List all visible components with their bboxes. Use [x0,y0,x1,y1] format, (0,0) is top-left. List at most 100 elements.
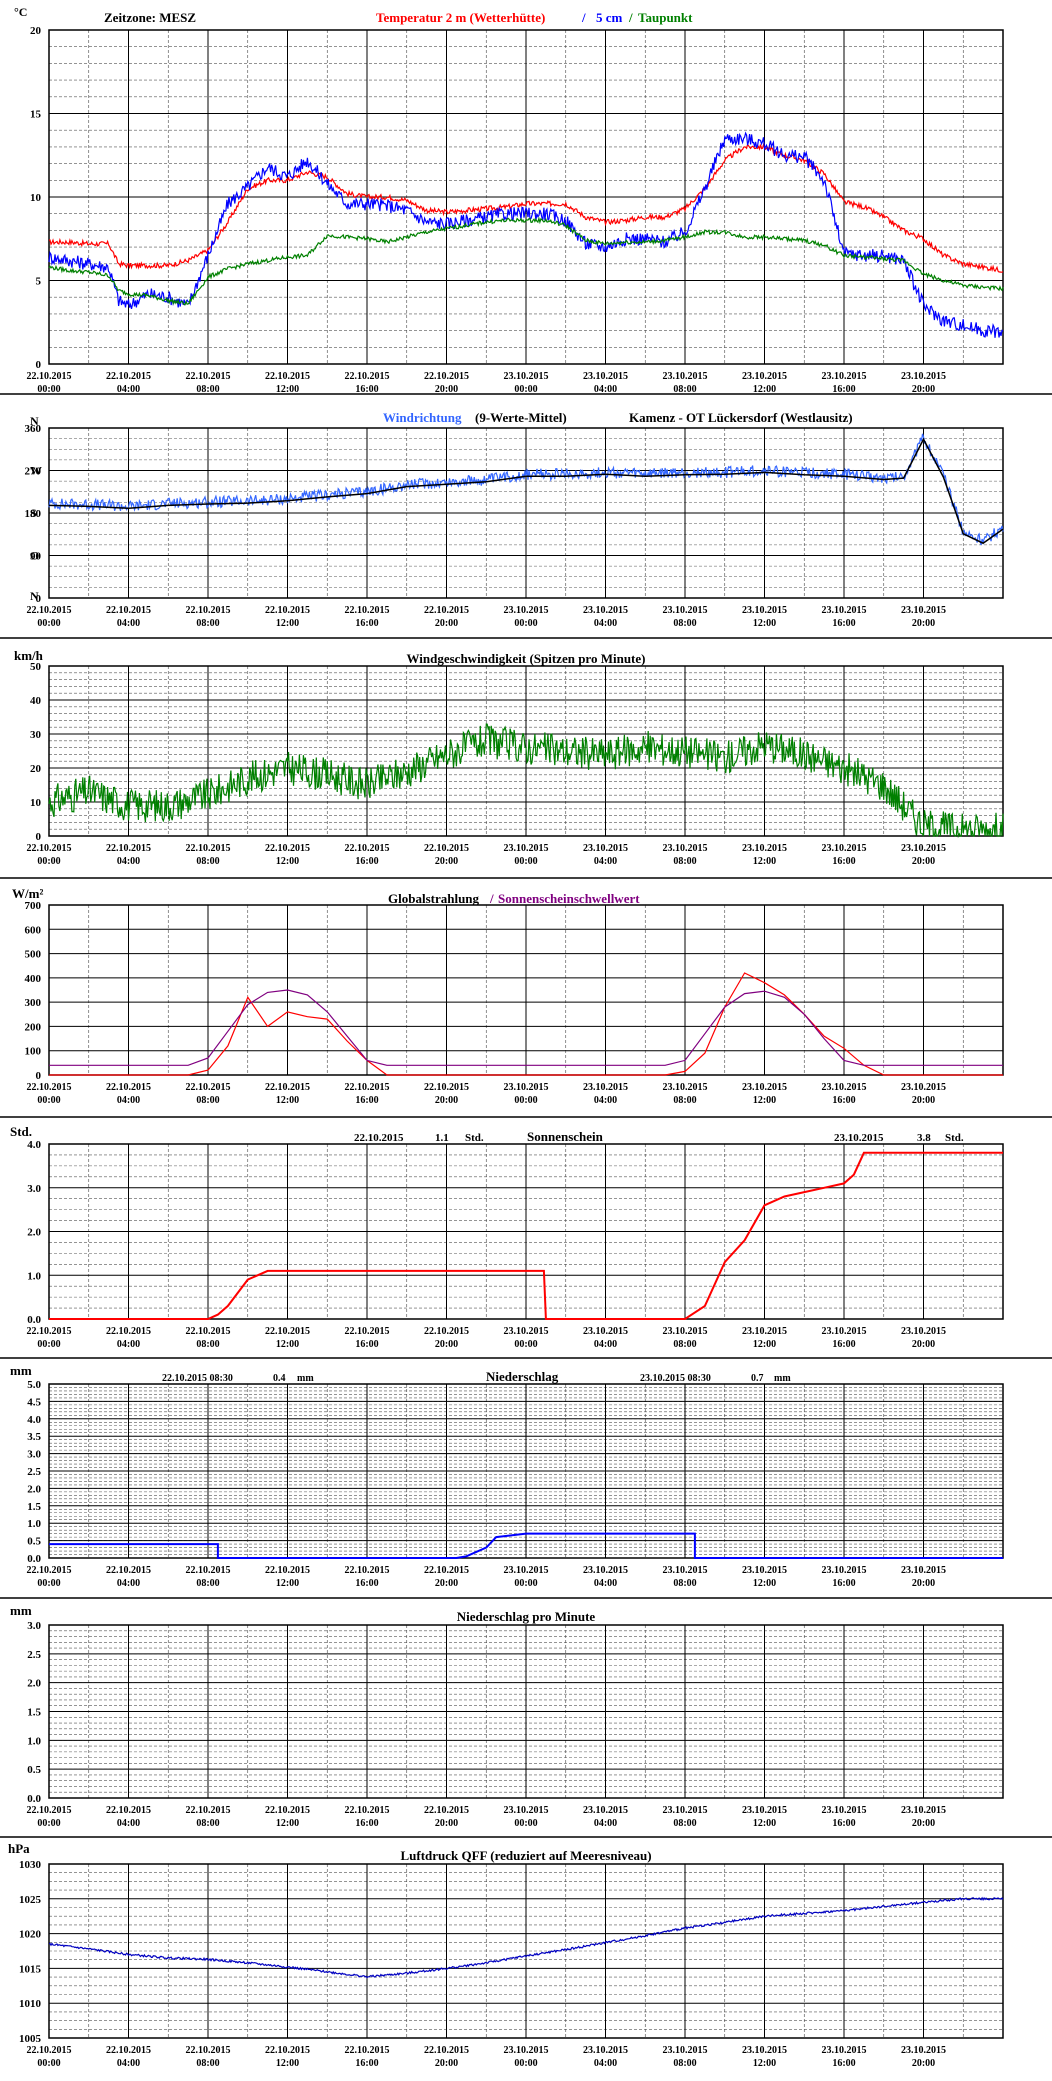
y-tick-label: 4.5 [27,1396,41,1408]
x-tick-date: 22.10.2015 [345,605,390,616]
y-tick-label: 600 [25,924,42,936]
radiation-panel: W/m² Globalstrahlung / Sonnenscheinschwe… [12,886,640,906]
x-tick-date: 22.10.2015 [27,371,72,382]
x-tick-date: 22.10.2015 [106,1565,151,1576]
x-tick-time: 16:00 [355,1818,378,1829]
precip_minute-plot: 0.0 0.5 1.0 1.5 2.0 2.5 3.0 22.10.2015 00:00 22.1… [27,1620,1004,1829]
x-tick-date: 23.10.2015 [663,2045,708,2056]
y-tick-label: 2.5 [27,1466,41,1478]
x-tick-time: 04:00 [117,1095,140,1106]
radiation-series-line [49,972,1003,1076]
x-tick-time: 16:00 [832,1818,855,1829]
x-tick-time: 20:00 [435,856,458,867]
x-tick-date: 22.10.2015 [27,1805,72,1816]
x-tick-time: 00:00 [37,384,60,395]
x-tick-date: 22.10.2015 [27,605,72,616]
chart-title: Globalstrahlung [388,891,480,906]
x-tick-time: 12:00 [276,1578,299,1589]
x-tick-time: 08:00 [673,2058,696,2069]
x-tick-time: 16:00 [355,618,378,629]
pressure-series-line [48,1896,1004,1979]
x-tick-date: 22.10.2015 [106,2045,151,2056]
y-tick-label: 180 [25,508,42,520]
temperature-series-line [48,142,1004,273]
x-tick-date: 23.10.2015 [822,843,867,854]
x-tick-date: 23.10.2015 [504,1082,549,1093]
y-tick-label: 1020 [19,1929,42,1941]
pressure-panel: hPa Luftdruck QFF (reduziert auf Meeresn… [8,1841,652,1863]
x-tick-date: 23.10.2015 [742,843,787,854]
x-tick-date: 22.10.2015 [265,1082,310,1093]
x-tick-time: 00:00 [37,1339,60,1350]
x-tick-date: 23.10.2015 [583,371,628,382]
x-tick-date: 22.10.2015 [345,2045,390,2056]
y-tick-label: 1015 [19,1963,42,1975]
y-tick-label: 5.0 [27,1379,41,1391]
y-tick-label: 1030 [19,1859,42,1871]
summary-unit-1: mm [297,1373,314,1384]
x-tick-date: 23.10.2015 [822,1326,867,1337]
x-tick-time: 12:00 [276,1818,299,1829]
x-tick-time: 16:00 [832,1339,855,1350]
x-tick-date: 22.10.2015 [106,1082,151,1093]
x-tick-date: 22.10.2015 [424,1082,469,1093]
x-tick-date: 22.10.2015 [186,1805,231,1816]
temperature-panel: °C Zeitzone: MESZ Temperatur 2 m (Wetter… [14,5,693,25]
x-tick-time: 04:00 [117,1339,140,1350]
legend-sep: / [581,10,586,25]
x-tick-date: 22.10.2015 [265,843,310,854]
x-tick-time: 16:00 [355,1339,378,1350]
y-tick-label: 1025 [19,1894,42,1906]
x-tick-date: 23.10.2015 [742,605,787,616]
x-tick-time: 04:00 [594,1339,617,1350]
x-tick-time: 12:00 [753,1818,776,1829]
x-tick-time: 00:00 [514,1578,537,1589]
x-tick-time: 08:00 [196,2058,219,2069]
x-tick-date: 23.10.2015 [663,1565,708,1576]
y-tick-label: 100 [25,1046,42,1058]
x-tick-time: 04:00 [117,1818,140,1829]
x-tick-date: 22.10.2015 [106,605,151,616]
y-tick-label: 1.5 [27,1501,41,1513]
winddirection-raw-line [48,437,1004,545]
x-tick-time: 08:00 [196,618,219,629]
y-tick-label: 15 [30,109,42,121]
x-tick-time: 08:00 [673,618,696,629]
radiation-plot: 0 100 200 300 400 500 600 700 22.10.2015 00:00 22.… [25,900,1004,1106]
compass-label: N [30,414,39,428]
x-tick-date: 23.10.2015 [822,1805,867,1816]
x-tick-time: 20:00 [912,1818,935,1829]
x-tick-date: 23.10.2015 [742,1082,787,1093]
x-tick-date: 23.10.2015 [663,605,708,616]
x-tick-time: 16:00 [355,1578,378,1589]
legend-sep: / [628,10,633,25]
y-tick-label: 3.5 [27,1431,41,1443]
y-tick-label: 1.0 [27,1270,41,1282]
unit-label: W/m² [12,886,43,901]
unit-label: Std. [10,1124,32,1139]
x-tick-time: 12:00 [753,2058,776,2069]
x-tick-date: 23.10.2015 [504,605,549,616]
x-tick-time: 20:00 [912,384,935,395]
x-tick-date: 23.10.2015 [663,843,708,854]
plot-frame [48,427,1004,599]
x-tick-time: 04:00 [594,384,617,395]
y-tick-label: 90 [30,551,42,563]
x-tick-date: 23.10.2015 [901,1565,946,1576]
y-tick-label: 3.0 [27,1620,41,1632]
plot-frame [48,1624,1004,1799]
y-tick-label: 270 [25,466,42,478]
x-tick-time: 04:00 [594,856,617,867]
x-tick-time: 04:00 [117,1578,140,1589]
x-tick-date: 22.10.2015 [106,371,151,382]
x-tick-date: 22.10.2015 [265,605,310,616]
x-tick-time: 04:00 [594,1578,617,1589]
x-tick-time: 04:00 [117,856,140,867]
x-tick-date: 22.10.2015 [345,1805,390,1816]
x-tick-time: 12:00 [753,856,776,867]
x-tick-time: 16:00 [832,1578,855,1589]
summary-value-2: 3.8 [917,1132,931,1144]
x-tick-date: 23.10.2015 [822,2045,867,2056]
x-tick-time: 08:00 [673,1339,696,1350]
